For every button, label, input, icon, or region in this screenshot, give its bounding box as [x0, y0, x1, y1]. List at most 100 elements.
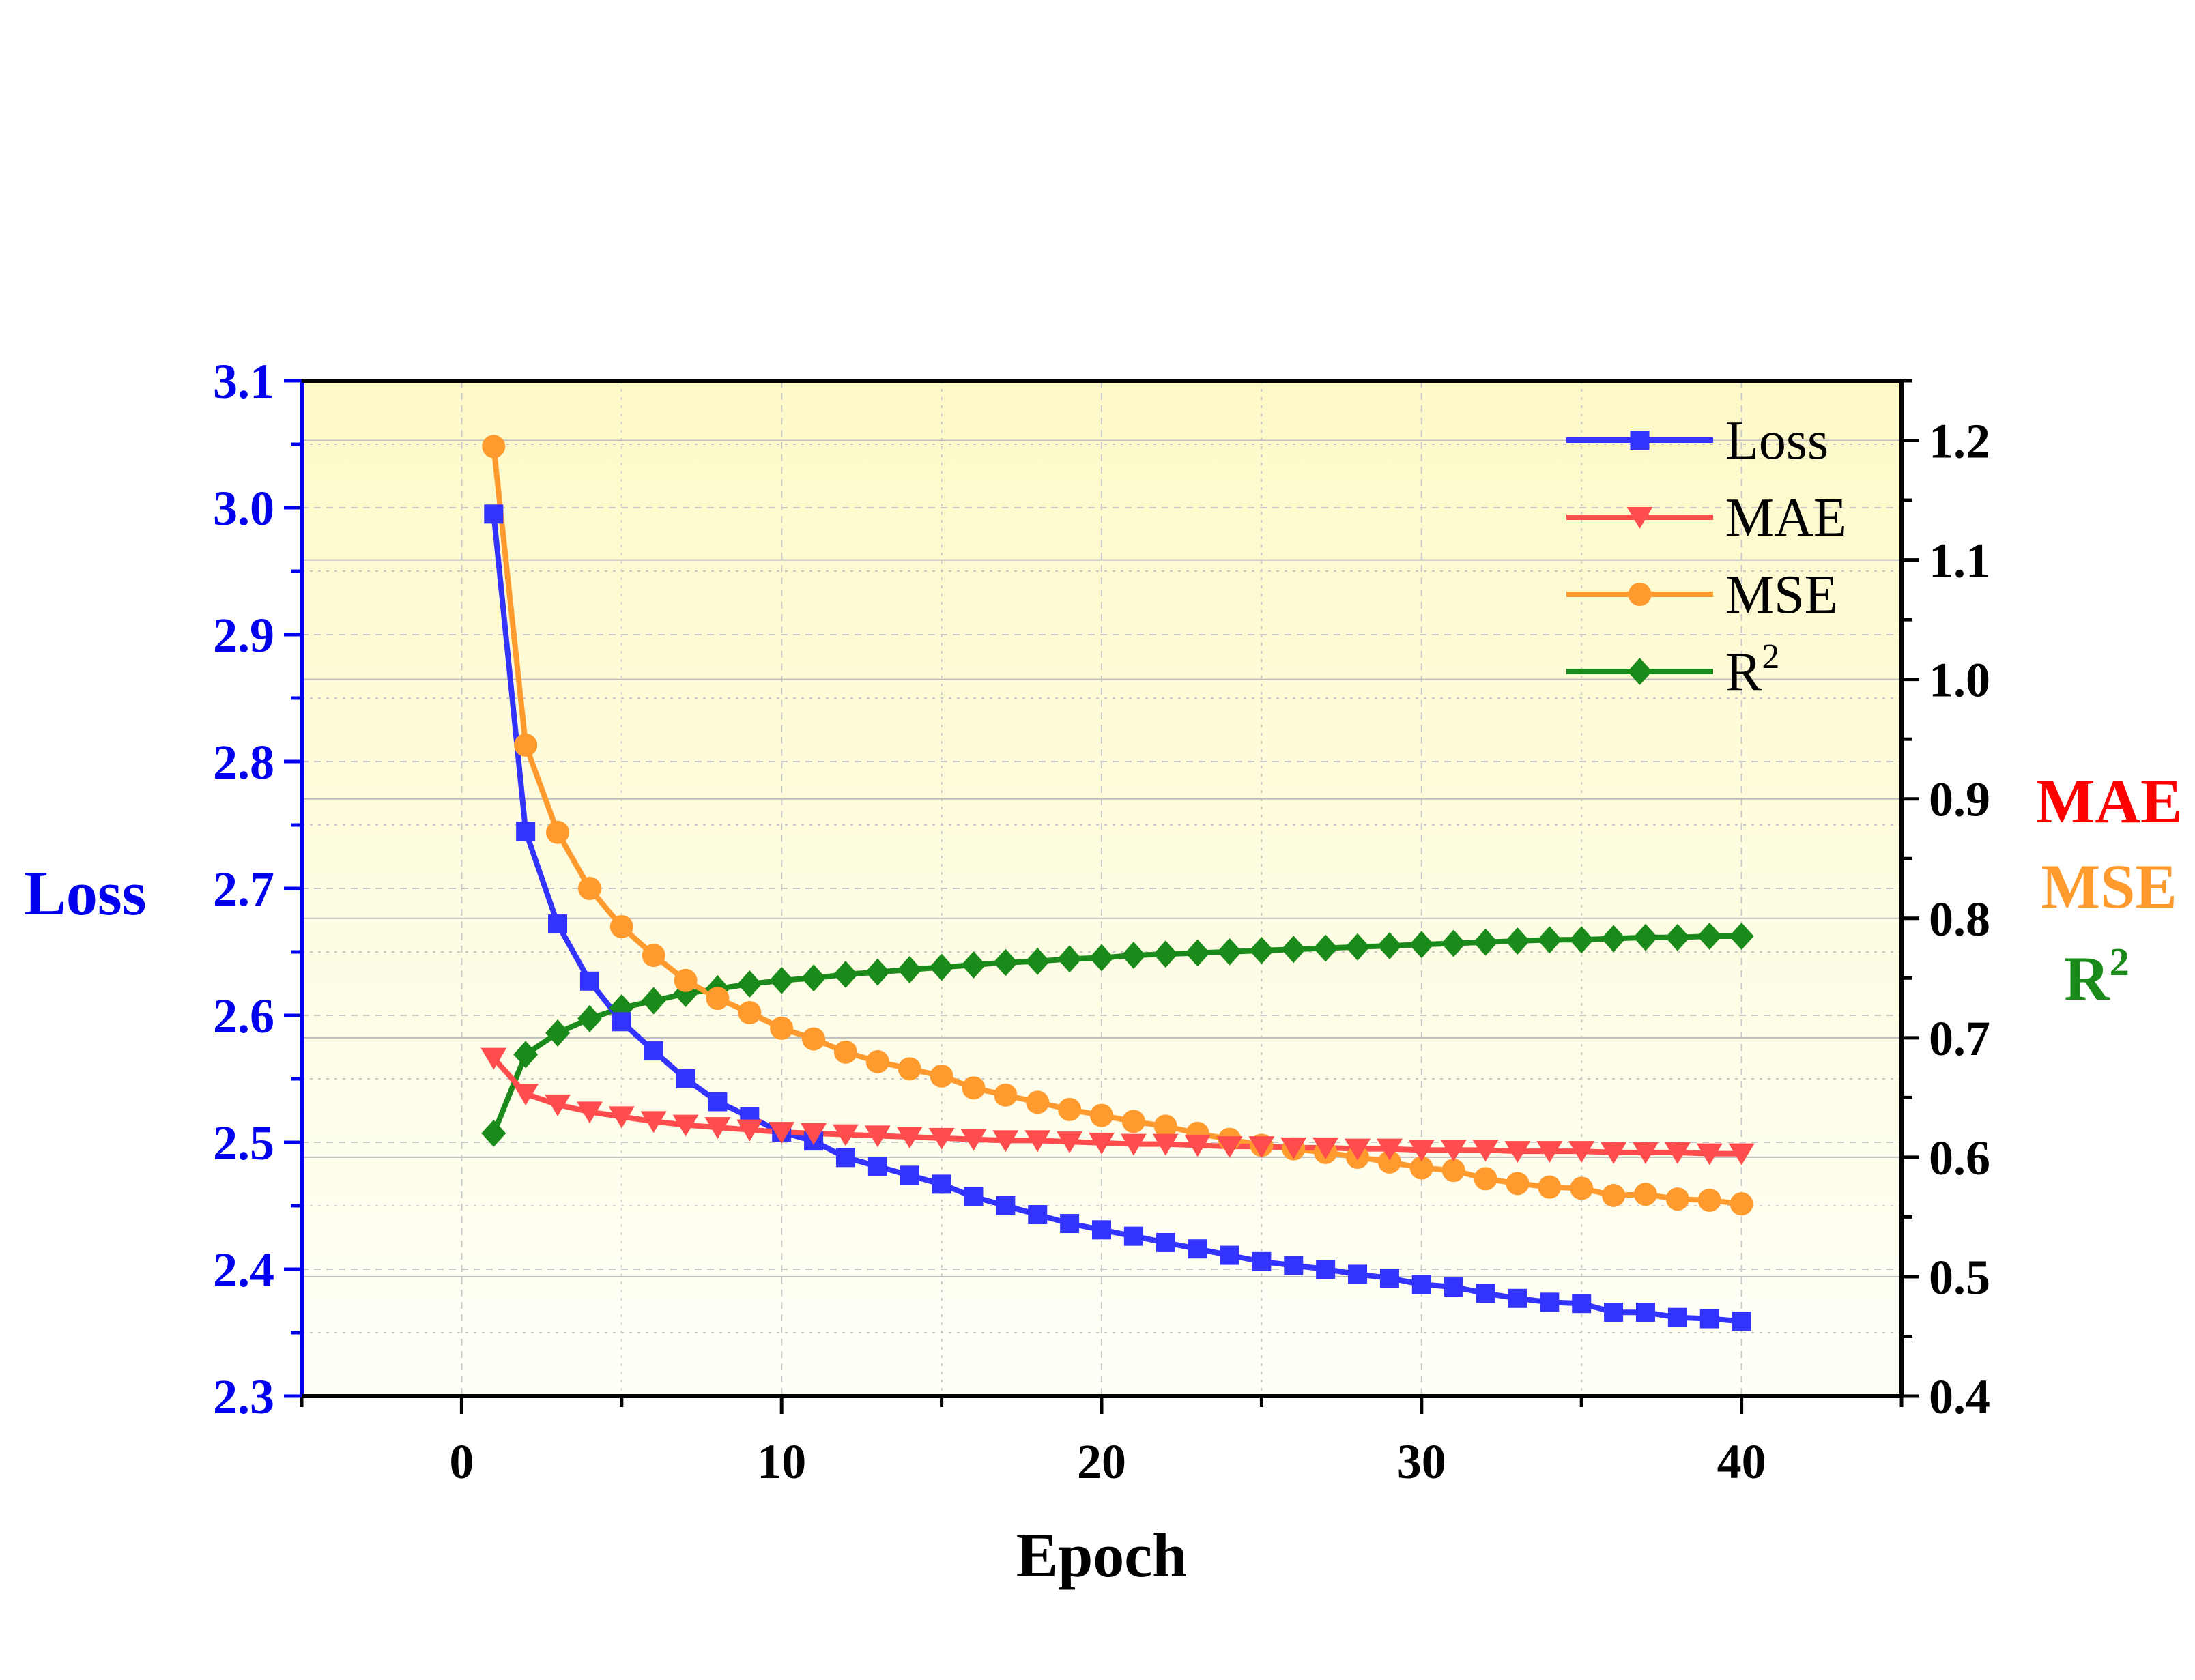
data-point-loss	[579, 971, 599, 991]
data-point-mae	[1728, 1143, 1755, 1165]
data-point-mae	[864, 1125, 891, 1148]
data-point-mse	[1570, 1176, 1594, 1200]
data-point-mse	[1602, 1183, 1626, 1207]
data-point-loss	[932, 1174, 951, 1194]
data-point-loss	[612, 1012, 631, 1032]
data-point-loss	[484, 504, 504, 524]
data-point-r2	[481, 1119, 506, 1147]
right-axis-title-mae: MAE	[2036, 766, 2183, 836]
right-tick-label: 0.8	[1929, 892, 1990, 946]
left-tick-label: 2.5	[213, 1116, 274, 1170]
data-point-mse	[898, 1057, 921, 1081]
data-point-r2	[1377, 932, 1402, 960]
data-point-loss	[996, 1196, 1016, 1215]
data-point-mae	[1696, 1143, 1723, 1165]
data-point-loss	[1156, 1232, 1175, 1252]
data-point-loss	[1444, 1277, 1463, 1297]
data-point-mse	[994, 1083, 1018, 1107]
left-tick-label: 3.1	[213, 354, 274, 409]
data-point-mse	[1058, 1097, 1082, 1121]
data-point-loss	[1411, 1275, 1431, 1294]
data-point-mae	[672, 1114, 699, 1137]
data-point-loss	[900, 1165, 919, 1185]
data-point-mse	[770, 1016, 794, 1040]
data-point-loss	[516, 822, 536, 841]
data-point-mse	[1730, 1192, 1753, 1216]
data-point-mse	[802, 1027, 826, 1051]
legend-label-loss: Loss	[1725, 411, 1828, 471]
right-tick-label: 0.5	[1929, 1250, 1990, 1305]
data-point-mse	[1665, 1187, 1689, 1211]
x-tick-label: 10	[757, 1434, 806, 1489]
data-point-r2	[897, 956, 922, 984]
data-point-r2	[1601, 925, 1626, 953]
data-point-r2	[737, 970, 762, 998]
data-point-loss	[1092, 1220, 1111, 1240]
left-tick-label: 2.7	[213, 862, 274, 916]
right-tick-label: 0.9	[1929, 772, 1990, 827]
data-point-r2	[1633, 923, 1658, 951]
data-point-loss	[1060, 1214, 1080, 1234]
data-point-r2	[865, 958, 890, 986]
data-point-mae	[1632, 1142, 1659, 1164]
r2-base: R	[2064, 944, 2110, 1013]
data-point-mae	[1408, 1140, 1435, 1162]
x-tick-label: 0	[449, 1434, 474, 1489]
data-point-loss	[1028, 1205, 1048, 1225]
data-point-r2	[769, 966, 794, 994]
left-axis-title: Loss	[25, 858, 147, 928]
data-point-mae	[1504, 1141, 1531, 1163]
data-point-mae	[736, 1119, 763, 1142]
series-lines	[491, 446, 1742, 1324]
data-point-r2	[1057, 945, 1082, 973]
data-point-mse	[1441, 1159, 1465, 1183]
right-axis-title-r2: R2	[2064, 940, 2129, 1013]
data-point-mae	[1184, 1135, 1211, 1157]
data-point-loss	[1379, 1269, 1399, 1288]
data-point-mse	[865, 1049, 889, 1073]
legend-label-mae: MAE	[1725, 488, 1847, 548]
data-point-mae	[704, 1117, 731, 1140]
data-point-loss	[835, 1148, 855, 1168]
data-point-mse	[1153, 1114, 1177, 1138]
right-tick-label: 0.4	[1929, 1370, 1990, 1424]
data-point-loss	[708, 1092, 728, 1112]
data-point-mae	[832, 1124, 859, 1146]
data-point-mae	[1472, 1140, 1499, 1162]
data-point-mse	[1121, 1110, 1145, 1133]
legend-label-text: MSE	[1725, 565, 1838, 625]
data-point-mae	[896, 1127, 923, 1149]
data-point-loss	[644, 1041, 663, 1061]
data-point-mae	[801, 1123, 827, 1145]
data-point-mse	[1026, 1090, 1050, 1114]
left-tick-label: 2.6	[213, 989, 274, 1043]
data-point-r2	[641, 987, 666, 1015]
data-point-mae	[1248, 1136, 1275, 1159]
data-point-mae	[1440, 1140, 1467, 1162]
data-point-mae	[1376, 1138, 1403, 1161]
x-tick-label: 20	[1077, 1434, 1126, 1489]
data-point-r2	[1025, 947, 1050, 975]
x-tick-label: 40	[1717, 1434, 1766, 1489]
data-point-r2	[577, 1004, 602, 1032]
left-tick-label: 2.3	[213, 1370, 274, 1424]
data-point-mae	[1152, 1133, 1179, 1156]
data-point-mae	[769, 1122, 795, 1144]
data-point-r2	[1505, 927, 1530, 955]
data-point-r2	[1089, 944, 1114, 972]
data-point-r2	[1153, 940, 1178, 968]
data-point-mse	[706, 987, 730, 1011]
data-point-loss	[676, 1069, 695, 1088]
data-point-loss	[964, 1187, 984, 1206]
legend-marker-mae	[1626, 507, 1653, 529]
data-point-mse	[577, 877, 601, 900]
data-point-mae	[1057, 1131, 1083, 1154]
data-point-mse	[482, 435, 506, 459]
data-point-r2	[1185, 939, 1210, 967]
data-point-mae	[480, 1047, 507, 1070]
right-tick-label: 0.6	[1929, 1131, 1990, 1185]
data-point-mae	[928, 1127, 955, 1150]
data-point-mae	[1089, 1132, 1115, 1155]
data-point-loss	[1667, 1307, 1687, 1327]
data-point-mse	[930, 1064, 953, 1088]
